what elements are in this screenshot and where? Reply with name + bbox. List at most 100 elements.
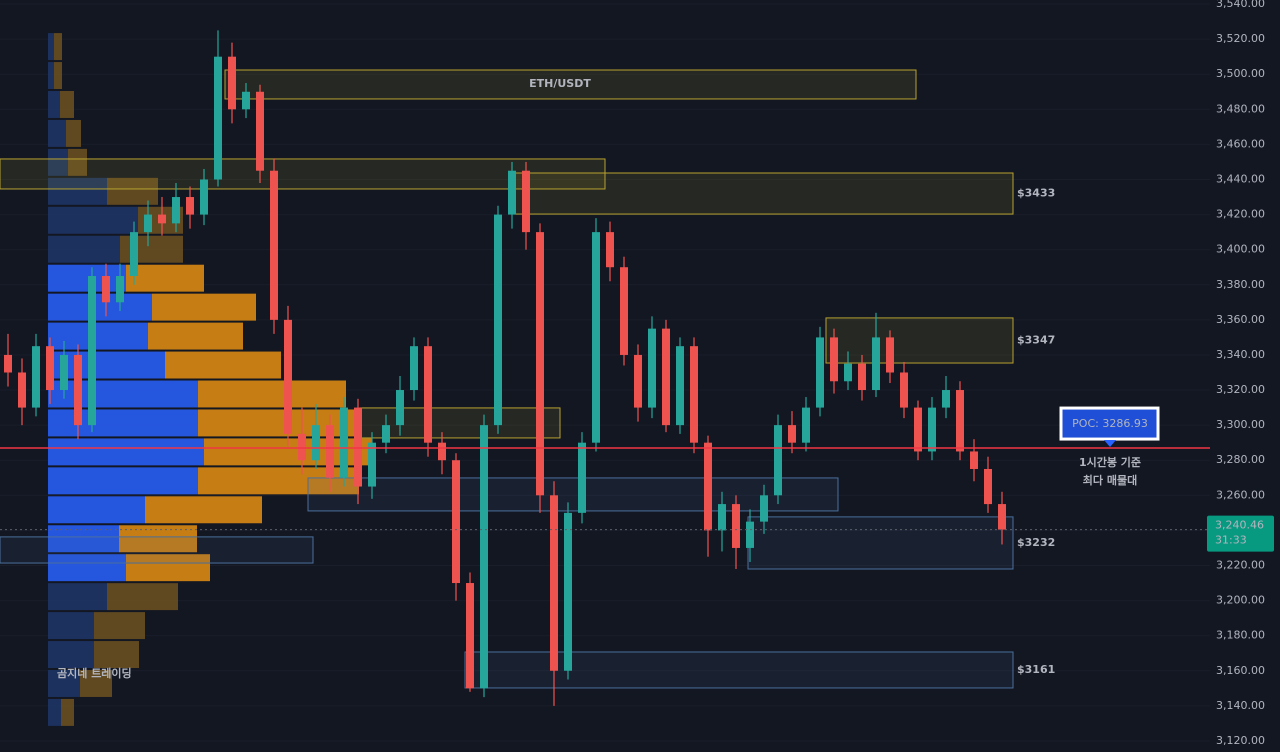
poc-box (1059, 406, 1160, 441)
zone (464, 651, 1014, 689)
zone-label: $3347 (1017, 333, 1055, 346)
candle-body (830, 337, 838, 382)
candle-body (690, 346, 698, 443)
candle-body (746, 521, 754, 548)
candle-body (732, 504, 740, 548)
volume-sell (94, 641, 139, 669)
candle-body (802, 407, 810, 443)
candle-body (298, 433, 306, 461)
volume-sell (126, 264, 204, 292)
candle-body (368, 442, 376, 487)
volume-sell (80, 670, 112, 697)
y-tick-label: 3,420.00 (1216, 208, 1265, 221)
volume-buy (48, 206, 138, 234)
y-tick-label: 3,200.00 (1216, 594, 1265, 607)
last-price-badge (1207, 515, 1274, 552)
candle-body (144, 214, 152, 233)
volume-buy (48, 525, 119, 553)
candle-body (396, 390, 404, 426)
candle-body (424, 346, 432, 443)
y-tick-label: 3,140.00 (1216, 699, 1265, 712)
volume-buy (48, 612, 94, 640)
countdown: 31:33 (1215, 534, 1247, 547)
volume-buy (48, 438, 204, 466)
candle-body (102, 275, 110, 303)
candles (4, 30, 1006, 706)
volume-sell (66, 119, 81, 147)
candle-body (158, 214, 166, 224)
zone-label: $3433 (1017, 187, 1055, 200)
candle-body (816, 337, 824, 408)
volume-buy (48, 33, 54, 61)
volume-sell (94, 612, 145, 640)
volume-buy (48, 293, 152, 321)
poc-label: POC: 3286.93 (1072, 417, 1148, 430)
y-tick-label: 3,360.00 (1216, 313, 1265, 326)
y-tick-label: 3,320.00 (1216, 383, 1265, 396)
volume-sell (152, 293, 256, 321)
volume-buy (48, 698, 61, 726)
last-price-label: 3,240.46 (1215, 519, 1264, 532)
volume-sell (120, 235, 183, 263)
y-tick-label: 3,440.00 (1216, 172, 1265, 185)
candle-body (438, 442, 446, 461)
volume-sell (198, 380, 346, 408)
zone (514, 172, 1014, 215)
candle-body (46, 346, 54, 391)
volume-sell (107, 583, 178, 611)
candle-body (956, 390, 964, 452)
y-tick-label: 3,300.00 (1216, 418, 1265, 431)
y-tick-label: 3,500.00 (1216, 67, 1265, 80)
candle-body (466, 583, 474, 689)
volume-buy (48, 62, 54, 90)
candle-body (172, 197, 180, 224)
candle-body (186, 197, 194, 215)
candle-body (984, 468, 992, 505)
candle-body (326, 425, 334, 478)
candle-body (354, 407, 362, 487)
candle-body (592, 232, 600, 443)
candle-body (900, 372, 908, 408)
zone (0, 158, 606, 190)
candle-body (620, 267, 628, 355)
volume-buy (48, 670, 80, 697)
candle-body (634, 354, 642, 408)
candle-body (718, 504, 726, 531)
volume-buy (48, 177, 107, 205)
candle-body (536, 232, 544, 496)
volume-sell (54, 62, 62, 90)
candle-body (928, 407, 936, 452)
candle-body (60, 354, 68, 391)
volume-buy (48, 91, 60, 118)
candle-body (214, 56, 222, 180)
volume-sell (198, 409, 359, 437)
candle-body (242, 91, 250, 110)
zone-label: $3232 (1017, 536, 1055, 549)
candle-body (606, 232, 614, 268)
candle-body (760, 495, 768, 522)
y-tick-label: 3,160.00 (1216, 664, 1265, 677)
candle-body (116, 275, 124, 303)
candle-body (998, 504, 1006, 530)
y-tick-label: 3,260.00 (1216, 488, 1265, 501)
volume-buy (48, 409, 198, 437)
zone (825, 317, 1014, 364)
candle-body (844, 363, 852, 382)
volume-sell (165, 351, 281, 379)
y-tick-label: 3,520.00 (1216, 32, 1265, 45)
volume-buy (48, 496, 145, 524)
candle-body (914, 407, 922, 452)
candle-body (270, 170, 278, 320)
y-tick-label: 3,460.00 (1216, 137, 1265, 150)
zone (359, 407, 561, 439)
volume-buy (48, 235, 120, 263)
candle-body (942, 390, 950, 408)
candle-body (32, 346, 40, 408)
candle-body (382, 425, 390, 443)
volume-profile (48, 33, 372, 726)
candle-body (970, 451, 978, 469)
poc-pointer (1104, 440, 1116, 448)
volume-sell (148, 322, 243, 350)
